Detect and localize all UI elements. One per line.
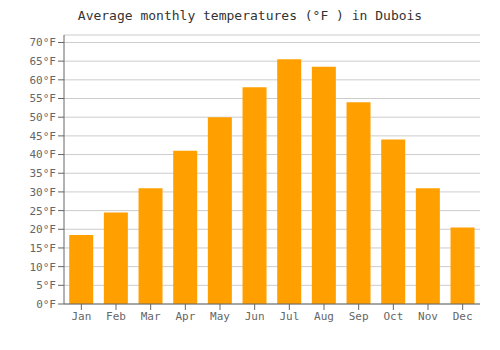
- svg-text:Jun: Jun: [245, 310, 265, 323]
- svg-text:40°F: 40°F: [30, 148, 57, 161]
- svg-text:Nov: Nov: [418, 310, 438, 323]
- svg-text:50°F: 50°F: [30, 111, 57, 124]
- svg-text:Oct: Oct: [383, 310, 403, 323]
- svg-text:20°F: 20°F: [30, 223, 57, 236]
- svg-text:65°F: 65°F: [30, 55, 57, 68]
- svg-text:Aug: Aug: [314, 310, 334, 323]
- svg-text:May: May: [210, 310, 230, 323]
- svg-text:70°F: 70°F: [30, 36, 57, 49]
- svg-text:15°F: 15°F: [30, 242, 57, 255]
- svg-text:Jul: Jul: [279, 310, 299, 323]
- svg-text:45°F: 45°F: [30, 130, 57, 143]
- svg-text:25°F: 25°F: [30, 205, 57, 218]
- svg-text:Mar: Mar: [141, 310, 161, 323]
- svg-text:Dec: Dec: [453, 310, 473, 323]
- svg-text:0°F: 0°F: [36, 298, 56, 311]
- svg-text:30°F: 30°F: [30, 186, 57, 199]
- svg-text:5°F: 5°F: [36, 279, 56, 292]
- svg-text:Apr: Apr: [175, 310, 195, 323]
- html-text:Average monthly temperatures (: Average monthly temperatures (°F ) in Du…: [77, 8, 423, 23]
- svg-text:Sep: Sep: [349, 310, 369, 323]
- svg-text:Feb: Feb: [106, 310, 126, 323]
- svg-text:55°F: 55°F: [30, 92, 57, 105]
- svg-text:Jan: Jan: [71, 310, 91, 323]
- svg-text:60°F: 60°F: [30, 74, 57, 87]
- svg-text:35°F: 35°F: [30, 167, 57, 180]
- svg-text:10°F: 10°F: [30, 261, 57, 274]
